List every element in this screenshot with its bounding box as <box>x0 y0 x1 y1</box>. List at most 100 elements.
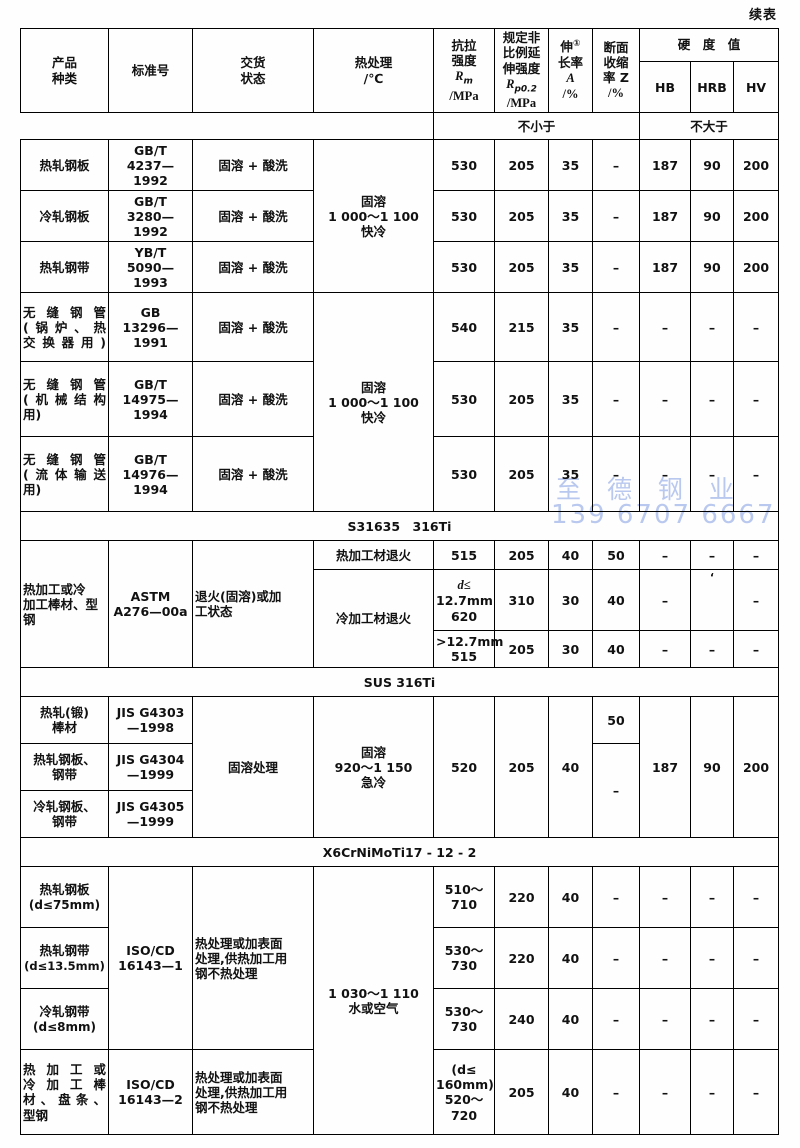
header-delivery-state: 交货 状态 <box>192 27 314 114</box>
cell-rp: 220 <box>494 927 549 990</box>
cell-rm: (d≤ 160mm) 520～ 720 <box>433 1049 495 1136</box>
limit-not-greater-than: 不大于 <box>638 112 780 141</box>
cell-reduction: – <box>592 139 640 192</box>
cell-rm: 510～ 710 <box>433 866 495 929</box>
cell-rm: 515 <box>433 540 495 571</box>
cell-product: 热加工或冷 加工棒材、型 钢 <box>20 540 109 669</box>
cell-hrb: – <box>690 866 734 929</box>
cell-hrb: 90 <box>690 190 734 243</box>
cell-hb: – <box>639 540 691 571</box>
cell-product: 热轧钢带 <box>20 241 109 294</box>
table-header-subrow: HB HRB HV <box>21 60 780 114</box>
cell-heat-treatment: 固溶 920～1 150 急冷 <box>313 696 434 839</box>
cell-rm: 530 <box>433 436 495 513</box>
cell-rm: 530 <box>433 139 495 192</box>
cell-product: 热加工或 冷加工棒 材、盘条、 型钢 <box>20 1049 109 1136</box>
cell-hv: 200 <box>732 241 780 294</box>
cell-delivery: 退火(固溶)或加 工状态 <box>192 540 314 669</box>
cell-rm: >12.7mm 515 <box>433 630 503 669</box>
table-row: 冷轧钢带 (d≤8mm) 530～ 730 240 40 – – – – <box>20 988 780 1051</box>
cell-hb: – <box>639 630 691 669</box>
cell-hb: 187 <box>639 696 691 839</box>
cell-hb: – <box>639 866 691 929</box>
cell-standard: GB 13296—1991 <box>108 292 193 363</box>
cell-elongation: 40 <box>548 988 593 1051</box>
table-row: 热轧(锻) 棒材 JIS G4303 —1998 固溶处理 固溶 920～1 1… <box>20 696 780 839</box>
cell-hb: – <box>639 361 691 438</box>
cell-hv: – <box>732 292 780 363</box>
cell-product: 无缝钢管 (流体输送 用) <box>20 436 109 513</box>
cell-product: 热轧钢板 <box>20 139 109 192</box>
cell-rm: 530 <box>433 190 495 243</box>
cell-hb: – <box>639 292 691 363</box>
cell-elongation: 30 <box>548 630 593 669</box>
cell-reduction: – <box>592 241 640 294</box>
cell-rm: 520 <box>433 696 495 839</box>
header-hb: HB <box>639 60 691 114</box>
group-label-x6crnimoti: X6CrNiMoTi17 - 12 - 2 <box>19 837 780 868</box>
table-row: 无缝钢管 (锅炉、热 交换器用) GB 13296—1991 固溶 + 酸洗 固… <box>20 292 780 513</box>
cell-product: 冷轧钢带 (d≤8mm) <box>20 988 109 1051</box>
cell-hv: – <box>732 540 780 571</box>
cell-delivery: 热处理或加表面 处理,供热加工用 钢不热处理 <box>192 1049 314 1136</box>
header-hardness-group: 硬 度 值 <box>638 28 780 62</box>
header-proof-strength: 规定非 比例延 伸强度 Rp0.2 /MPa <box>494 27 549 114</box>
header-heat-treatment: 热处理 /℃ <box>313 27 434 114</box>
cell-standard: ISO/CD 16143—1 <box>108 866 193 1051</box>
cell-hrb: 90 <box>690 696 734 839</box>
table-row: 冷轧钢板 GB/T 3280—1992 固溶 + 酸洗 530 205 35 –… <box>20 190 780 243</box>
cell-elongation: 35 <box>548 361 593 438</box>
header-elongation: 伸① 长率 A /% <box>548 27 593 114</box>
cell-reduction-top: 50 <box>592 696 640 745</box>
cell-rp: 205 <box>494 1049 549 1136</box>
cell-rm: d≤ 12.7mm 620 <box>433 569 495 632</box>
cell-hb: 187 <box>639 139 691 192</box>
cell-rm: 530 <box>433 361 495 438</box>
cell-reduction: – <box>592 1049 640 1136</box>
cell-elongation: 35 <box>548 292 593 363</box>
cell-hv: – <box>732 361 780 438</box>
cell-reduction: – <box>592 988 640 1051</box>
cell-reduction: – <box>592 866 640 929</box>
cell-product: 热轧钢板 (d≤75mm) <box>20 866 109 929</box>
group-label-s31635: S31635 316Ti <box>19 511 780 542</box>
cell-heat-treatment: 冷加工材退火 <box>313 569 434 669</box>
table-row: 热轧钢板 (d≤75mm) ISO/CD 16143—1 热处理或加表面 处理,… <box>20 866 780 1136</box>
cell-product: 热轧钢带 (d≤13.5mm) <box>20 927 109 990</box>
cell-rp: 205 <box>494 540 549 571</box>
cell-heat-treatment: 固溶 1 000～1 100 快冷 <box>313 139 434 294</box>
cell-rp: 205 <box>494 241 549 294</box>
cell-standard: JIS G4303 —1998 <box>108 696 193 745</box>
cell-product: 热轧(锻) 棒材 <box>20 696 109 745</box>
table-header-row: 产品 种类 标准号 交货 状态 热处理 /℃ 抗拉 强度 Rm /MPa 规定非… <box>20 27 780 114</box>
cell-rm: 530～ 730 <box>433 988 495 1051</box>
cell-standard: GB/T 14975—1994 <box>108 361 193 438</box>
cell-product: 冷轧钢板、 钢带 <box>20 790 109 839</box>
cell-rp: 205 <box>494 630 549 669</box>
header-standard: 标准号 <box>108 27 193 114</box>
table-row: 无缝钢管 (流体输送 用) GB/T 14976—1994 固溶 + 酸洗 53… <box>20 436 780 513</box>
cell-hrb: – <box>690 630 734 669</box>
cell-standard: ISO/CD 16143—2 <box>108 1049 193 1136</box>
group-header-row: X6CrNiMoTi17 - 12 - 2 <box>19 837 780 868</box>
cell-hrb: – <box>690 927 734 990</box>
cell-elongation: 40 <box>548 540 593 571</box>
cell-standard: GB/T 14976—1994 <box>108 436 193 513</box>
cell-hb: 187 <box>639 190 691 243</box>
limit-not-less-than: 不小于 <box>433 112 640 141</box>
cell-product: 冷轧钢板 <box>20 190 109 243</box>
cell-hrb: – <box>690 540 734 571</box>
cell-heat-treatment: 固溶 1 000～1 100 快冷 <box>313 292 434 513</box>
cell-delivery: 固溶 + 酸洗 <box>192 139 314 192</box>
cell-rp: 220 <box>494 866 549 929</box>
cell-elongation: 35 <box>548 139 593 192</box>
cell-elongation: 40 <box>548 927 593 990</box>
cell-delivery: 固溶处理 <box>192 696 314 839</box>
cell-reduction: – <box>592 436 640 513</box>
cell-standard: JIS G4305 —1999 <box>108 790 193 839</box>
cell-product: 无缝钢管 (机械结构 用) <box>20 361 109 438</box>
cell-hrb: – <box>690 361 734 438</box>
cell-reduction: – <box>592 361 640 438</box>
cell-rp: 215 <box>494 292 549 363</box>
cell-reduction: 40 <box>592 630 640 669</box>
